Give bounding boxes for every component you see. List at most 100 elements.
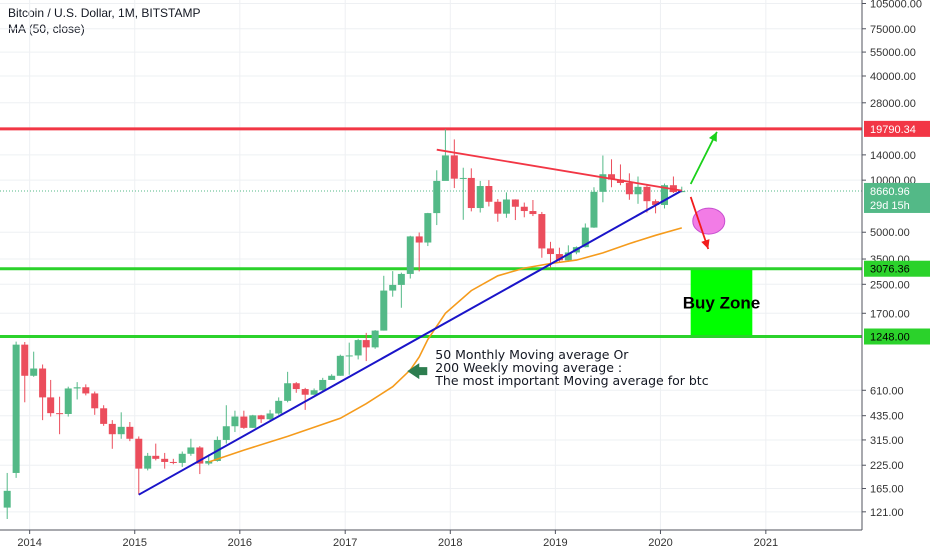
candle-body (275, 400, 283, 414)
candle-body (266, 413, 274, 420)
candle-body (643, 186, 651, 202)
candle-body (336, 355, 344, 376)
candle-body (502, 199, 510, 214)
candle-body (397, 273, 405, 285)
level-price-label-box (864, 328, 930, 345)
candle-body (415, 236, 423, 243)
candle-body (433, 180, 441, 214)
candle-body (284, 383, 292, 401)
candle-body (529, 211, 537, 215)
candle-body (135, 438, 143, 469)
price-tick-label: 225.00 (870, 460, 904, 472)
candle-body (39, 368, 47, 398)
price-tick-label: 14000.00 (870, 150, 916, 162)
candle-body (354, 340, 362, 356)
buy-zone-box (690, 268, 753, 337)
buy-zone-label: Buy Zone (683, 294, 760, 313)
candle-body (240, 416, 248, 428)
price-tick-label: 315.00 (870, 435, 904, 447)
candle-body (117, 426, 125, 435)
candle-body (590, 191, 598, 228)
time-tick-label: 2019 (543, 537, 567, 549)
annotation-arrow-icon (407, 363, 428, 380)
candle-body (144, 455, 152, 469)
candle-body (538, 214, 546, 249)
candle-body (634, 186, 642, 195)
candle-body (581, 227, 589, 248)
candle-body (73, 387, 81, 389)
candle-body (380, 290, 388, 331)
candle-body (3, 490, 11, 508)
candle-body (64, 388, 72, 414)
candle-body (389, 284, 397, 291)
candle-body (249, 415, 257, 428)
candle-body (126, 426, 134, 439)
candle-body (21, 344, 29, 376)
projection-arrowhead-red (701, 239, 710, 249)
candle-body (257, 415, 265, 420)
candle-body (319, 379, 327, 391)
chart-title: Bitcoin / U.S. Dollar, 1M, BITSTAMP (8, 6, 201, 20)
price-tick-label: 55000.00 (870, 47, 916, 59)
candle-body (169, 461, 177, 463)
candle-body (599, 174, 607, 192)
candle-body (371, 330, 379, 348)
time-tick-label: 2020 (648, 537, 672, 549)
current-price-label-box (864, 182, 930, 213)
candle-body (222, 426, 230, 440)
candle-body (362, 340, 370, 348)
price-tick-label: 165.00 (870, 484, 904, 496)
candle-body (328, 375, 336, 380)
level-price-label: 19790.34 (870, 124, 916, 136)
time-tick-label: 2014 (17, 537, 41, 549)
candle-body (91, 393, 99, 409)
candle-body (30, 368, 38, 376)
price-tick-label: 28000.00 (870, 98, 916, 110)
price-tick-label: 121.00 (870, 507, 904, 519)
candle-body (205, 461, 213, 464)
level-price-label-box (864, 260, 930, 277)
trendline-support (138, 189, 683, 496)
countdown-label: 29d 15h (870, 200, 910, 212)
candle-body (187, 447, 195, 454)
annotation-line-3: The most important Moving average for bt… (434, 373, 708, 388)
candle-body (450, 155, 458, 179)
candle-body (424, 213, 432, 243)
projection-arrowhead-green (708, 131, 717, 142)
candle-body (100, 408, 108, 424)
candle-body (459, 177, 467, 179)
candle-body (47, 397, 55, 414)
projection-arrow-red (689, 196, 710, 250)
trendline-resistance (436, 148, 682, 192)
ma50-line (208, 227, 683, 463)
candle-body (511, 199, 519, 207)
candle-body (292, 383, 300, 390)
price-tick-label: 610.00 (870, 385, 904, 397)
candle-body (406, 236, 414, 274)
price-tick-label: 1700.00 (870, 308, 910, 320)
price-tick-label: 75000.00 (870, 24, 916, 36)
candle-body (152, 455, 160, 459)
candle-body (161, 458, 169, 462)
time-tick-label: 2016 (228, 537, 252, 549)
level-price-label: 3076.36 (870, 264, 910, 276)
candle-body (196, 447, 204, 464)
candle-body (178, 453, 186, 463)
candle-body (555, 254, 563, 261)
candle-body (520, 206, 528, 212)
price-tick-label: 435.00 (870, 411, 904, 423)
candle-body (546, 248, 554, 255)
candle-body (476, 186, 484, 209)
candle-body (660, 185, 668, 205)
candle-body (467, 177, 475, 209)
annotation-line-2: 200 Weekly moving average : (435, 360, 622, 375)
time-tick-label: 2021 (754, 537, 778, 549)
candle-body (108, 423, 116, 435)
candle-body (82, 387, 90, 394)
candle-body (310, 390, 318, 395)
level-price-label-box (864, 120, 930, 137)
level-price-label: 1248.00 (870, 332, 910, 344)
annotation-line-1: 50 Monthly Moving average Or (435, 347, 629, 362)
candle-body (56, 413, 64, 415)
